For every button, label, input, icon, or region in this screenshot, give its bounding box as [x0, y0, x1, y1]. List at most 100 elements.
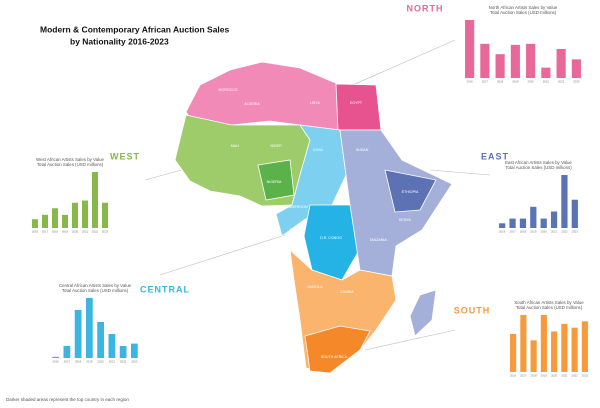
bar: [102, 202, 108, 228]
country-label: MOROCCO: [218, 88, 237, 92]
title: by Nationality 2016-2023: [70, 36, 169, 46]
bar: [550, 211, 558, 228]
bar: [510, 334, 517, 372]
x-tick-label: 2020: [551, 374, 558, 378]
x-tick-label: 2020: [98, 360, 105, 364]
x-tick-label: 2020: [528, 80, 535, 84]
x-tick-label: 2019: [530, 230, 537, 234]
country-label: ANGOLA: [308, 285, 324, 289]
chart-subtitle: Total Auction Sales (USD millions): [516, 305, 583, 310]
bar: [108, 334, 116, 358]
region-label: WEST: [110, 151, 140, 161]
country-label: GABON: [290, 228, 303, 232]
x-tick-label: 2018: [52, 230, 59, 234]
x-tick-label: 2018: [497, 80, 504, 84]
x-tick-label: 2018: [75, 360, 82, 364]
bar: [97, 322, 104, 358]
region-label: EAST: [481, 151, 509, 161]
x-tick-label: 2023: [102, 230, 109, 234]
country-label: CAMEROON: [286, 205, 308, 209]
x-tick-label: 2020: [541, 230, 548, 234]
bar: [32, 219, 38, 228]
x-tick-label: 2021: [109, 360, 116, 364]
chart-title: North African Artists Sales by Value: [489, 5, 558, 10]
x-tick-label: 2016: [467, 80, 474, 84]
country-label: NIGERIA: [267, 180, 282, 184]
connector: [429, 169, 491, 176]
madagascar: [409, 289, 437, 337]
x-tick-label: 2021: [551, 230, 558, 234]
bar: [131, 343, 138, 358]
bar: [52, 356, 59, 358]
bar-chart: NORTH North African Artists Sales by Valu…: [407, 3, 581, 84]
bar: [556, 49, 566, 78]
chart-subtitle: Total Auction Sales (USD millions): [62, 288, 129, 293]
country-label: SOUTH AFRICA: [321, 355, 348, 359]
region-label: NORTH: [407, 3, 444, 13]
country-label: KENYA: [399, 218, 412, 222]
x-tick-label: 2021: [82, 230, 89, 234]
bar: [530, 206, 537, 228]
x-tick-label: 2023: [582, 374, 589, 378]
x-tick-label: 2020: [72, 230, 79, 234]
country-label: CHAD: [313, 148, 324, 152]
title: Modern & Contemporary African Auction Sa…: [40, 24, 230, 34]
x-tick-label: 2022: [561, 230, 568, 234]
x-tick-label: 2022: [92, 230, 99, 234]
bar: [495, 54, 505, 78]
country-label: SUDAN: [356, 148, 369, 152]
east-top-country: [384, 169, 437, 213]
x-tick-label: 2016: [32, 230, 39, 234]
bar: [526, 43, 536, 78]
region-label: CENTRAL: [140, 284, 190, 294]
x-tick-label: 2023: [131, 360, 138, 364]
x-tick-label: 2019: [512, 80, 519, 84]
country-label: ALGERIA: [244, 102, 260, 106]
bar: [541, 67, 551, 78]
bar-charts: NORTH North African Artists Sales by Valu…: [32, 3, 589, 377]
bar: [540, 218, 547, 228]
south-top-country: [304, 325, 371, 374]
bar-chart: SOUTH South African Artists Sales by Valu…: [454, 300, 589, 378]
x-tick-label: 2017: [482, 80, 489, 84]
x-tick-label: 2016: [510, 374, 517, 378]
bar: [92, 172, 98, 228]
x-tick-label: 2023: [573, 80, 580, 84]
country-label: NIGER: [270, 144, 282, 148]
country-labels: MOROCCO ALGERIA LIBYA EGYPT MALI NIGER CHAD SUD…: [218, 88, 419, 359]
bar: [509, 218, 516, 228]
bar: [480, 43, 490, 78]
bar: [571, 59, 581, 78]
bar: [82, 200, 88, 228]
x-tick-label: 2016: [499, 230, 506, 234]
country-label: LIBYA: [310, 101, 321, 105]
chart-subtitle: Total Auction Sales (USD millions): [37, 162, 104, 167]
x-tick-label: 2016: [53, 360, 60, 364]
bar: [540, 315, 547, 372]
country-label: MALI: [231, 144, 239, 148]
region-label: SOUTH: [454, 305, 491, 315]
bar: [86, 298, 93, 358]
bar: [571, 327, 578, 372]
bar: [519, 218, 527, 228]
bar: [74, 310, 82, 358]
x-tick-label: 2022: [558, 80, 565, 84]
connector: [159, 234, 286, 276]
africa-map: [174, 61, 453, 374]
bar: [63, 346, 71, 358]
bar: [561, 323, 568, 372]
bar-chart: WEST West African Artists Sales by ValueT…: [32, 151, 140, 234]
bar: [530, 340, 537, 372]
bar: [551, 331, 558, 372]
chart-subtitle: Total Auction Sales (USD millions): [490, 10, 557, 15]
country-label: ZAMBIA: [340, 290, 354, 294]
north-top-country: [335, 83, 382, 131]
bar: [52, 208, 58, 228]
x-tick-label: 2023: [572, 230, 579, 234]
bar-chart: CENTRAL Central African Artists Sales by …: [52, 283, 190, 364]
x-tick-label: 2018: [520, 230, 527, 234]
bar: [520, 315, 527, 372]
bar: [465, 20, 475, 78]
x-tick-label: 2017: [64, 360, 71, 364]
